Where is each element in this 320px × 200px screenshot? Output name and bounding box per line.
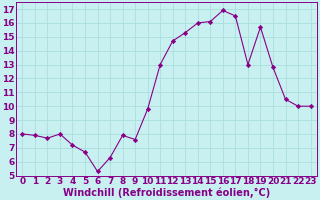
- X-axis label: Windchill (Refroidissement éolien,°C): Windchill (Refroidissement éolien,°C): [63, 187, 270, 198]
